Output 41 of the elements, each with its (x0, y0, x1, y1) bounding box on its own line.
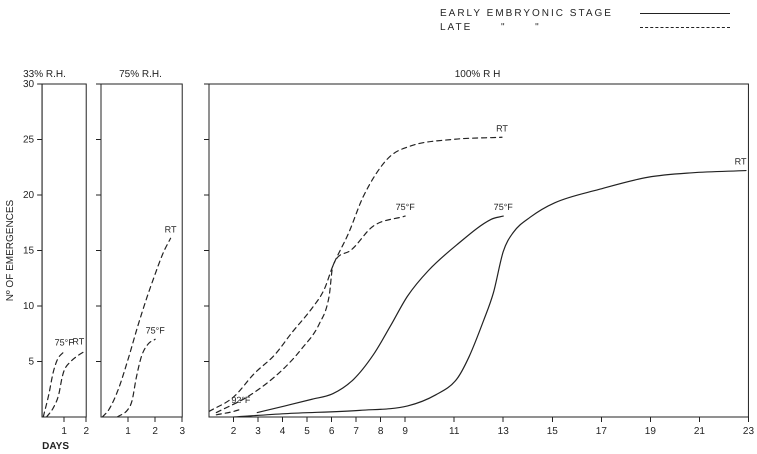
x-tick-label: 13 (498, 426, 510, 437)
y-tick-label: 30 (23, 78, 35, 90)
x-tick-label: 23 (742, 426, 754, 437)
text: LATE " " (440, 22, 542, 33)
y-tick-label: 15 (23, 245, 35, 256)
x-tick-label: 3 (179, 426, 186, 437)
x-tick-label: 6 (328, 426, 335, 437)
series-label: 75°F (396, 202, 416, 212)
y-tick-label: 25 (23, 134, 35, 146)
x-tick-label: 2 (83, 426, 90, 437)
x-tick-label: 1 (61, 426, 68, 437)
chart-title: 75% R.H. (119, 68, 162, 80)
y-tick-label: 10 (23, 300, 35, 312)
x-tick-label: 19 (644, 426, 656, 437)
y-tick-label: 20 (23, 190, 35, 201)
x-tick-label: 17 (596, 426, 608, 437)
x-tick-label: 1 (125, 426, 132, 437)
x-tick-label: 3 (255, 426, 262, 437)
x-tick-label: 2 (152, 426, 158, 437)
x-tick-label: 9 (402, 426, 408, 437)
series-label: RT (496, 123, 508, 134)
x-tick-label: 4 (280, 426, 286, 437)
series-label: 75°F (54, 337, 74, 348)
series-label: 75°F (494, 202, 514, 212)
text: EARLY EMBRYONIC STAGE (440, 8, 614, 19)
series-label: RT (72, 336, 85, 346)
x-tick-label: 8 (378, 426, 384, 437)
x-tick-label: 21 (694, 426, 706, 437)
x-tick-label: 5 (304, 426, 310, 437)
series-label: RT (164, 224, 177, 234)
chart-title: 100% R H (454, 68, 500, 80)
x-tick-label: 7 (353, 426, 360, 437)
series-label: 75°F (146, 325, 166, 336)
x-tick-label: 15 (546, 426, 558, 437)
chart-title: 33% R.H. (23, 68, 66, 80)
series-label: RT (734, 156, 747, 167)
y-tick-label: 5 (28, 356, 35, 368)
x-axis-title: DAYS (42, 440, 70, 452)
y-axis-title: Nº OF EMERGENCES (4, 199, 16, 302)
x-tick-label: 11 (449, 426, 460, 437)
x-tick-label: 2 (230, 426, 237, 437)
